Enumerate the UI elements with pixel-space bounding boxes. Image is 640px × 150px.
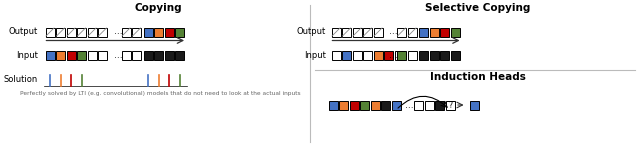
Bar [451, 27, 460, 36]
Bar [88, 51, 97, 60]
Bar [374, 27, 383, 36]
Bar [56, 27, 65, 36]
Bar [408, 51, 417, 60]
Bar [349, 100, 358, 109]
Bar [429, 27, 438, 36]
Bar [381, 100, 390, 109]
Bar [342, 51, 351, 60]
Bar [397, 27, 406, 36]
Bar [67, 27, 76, 36]
Bar [164, 51, 173, 60]
Bar [397, 51, 406, 60]
Bar [342, 27, 351, 36]
Bar [77, 51, 86, 60]
Bar [339, 100, 348, 109]
Bar [384, 51, 393, 60]
Bar [122, 27, 131, 36]
Bar [164, 27, 173, 36]
Bar [67, 51, 76, 60]
Bar [408, 27, 417, 36]
Text: ...: ... [389, 27, 398, 36]
Bar [154, 27, 163, 36]
Bar [429, 51, 438, 60]
Bar [363, 27, 372, 36]
Bar [353, 51, 362, 60]
Text: Selective Copying: Selective Copying [426, 3, 531, 13]
Bar [445, 100, 454, 109]
Text: Output: Output [297, 27, 326, 36]
Text: Output: Output [9, 27, 38, 36]
Text: ...: ... [389, 51, 398, 60]
Bar [88, 27, 97, 36]
Bar [132, 27, 141, 36]
Bar [332, 27, 340, 36]
Bar [143, 51, 152, 60]
Bar [143, 27, 152, 36]
Bar [470, 100, 479, 109]
Bar [440, 27, 449, 36]
Bar [45, 27, 54, 36]
Bar [175, 51, 184, 60]
Text: ...: ... [114, 27, 122, 36]
Bar [154, 51, 163, 60]
Bar [414, 100, 423, 109]
Bar [424, 100, 433, 109]
Bar [122, 51, 131, 60]
Bar [419, 27, 428, 36]
Bar [77, 27, 86, 36]
Bar [440, 51, 449, 60]
Text: Input: Input [304, 51, 326, 60]
Bar [374, 51, 383, 60]
Bar [45, 51, 54, 60]
Bar [392, 100, 401, 109]
Text: Input: Input [16, 51, 38, 60]
Text: ...: ... [405, 100, 414, 109]
Bar [98, 51, 107, 60]
Bar [371, 100, 380, 109]
Bar [451, 51, 460, 60]
Bar [328, 100, 337, 109]
Bar [332, 51, 340, 60]
Bar [419, 51, 428, 60]
Text: Induction Heads: Induction Heads [430, 72, 526, 82]
Text: ...: ... [114, 51, 122, 60]
Text: ?: ? [448, 100, 452, 109]
Bar [435, 100, 444, 109]
Bar [56, 51, 65, 60]
Text: Perfectly solved by LTI (e.g. convolutional) models that do not need to look at : Perfectly solved by LTI (e.g. convolutio… [20, 90, 300, 96]
Bar [132, 51, 141, 60]
Bar [363, 51, 372, 60]
Bar [394, 51, 403, 60]
Text: Copying: Copying [134, 3, 182, 13]
Bar [353, 27, 362, 36]
Bar [175, 27, 184, 36]
Text: Solution: Solution [4, 75, 38, 84]
Bar [360, 100, 369, 109]
Bar [98, 27, 107, 36]
